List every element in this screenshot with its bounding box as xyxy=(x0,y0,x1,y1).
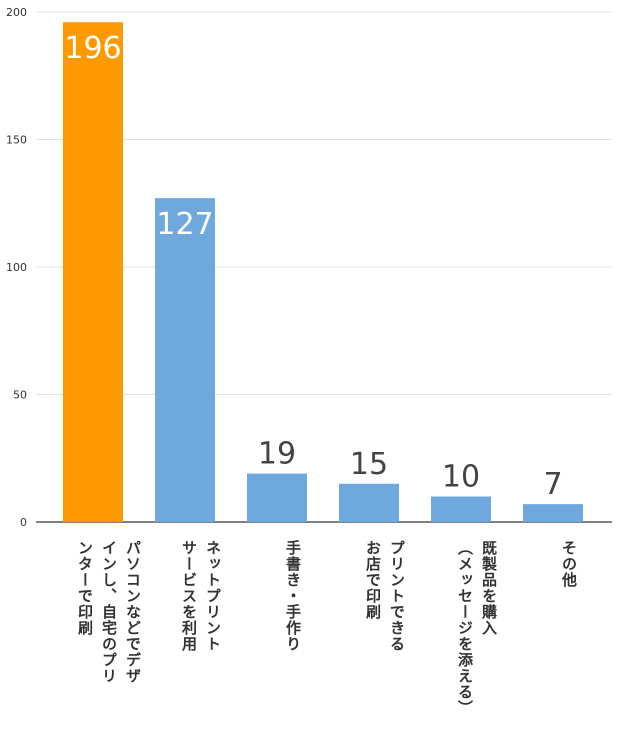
bar xyxy=(431,496,491,522)
x-tick-label: パソコンなどでデザ インし、自宅のプリ ンターで印刷 xyxy=(76,540,142,684)
data-label: 15 xyxy=(350,447,388,482)
bar xyxy=(155,198,215,522)
x-tick-label: 手書き・手作り xyxy=(284,540,302,652)
data-label: 7 xyxy=(543,467,562,502)
y-tick-label: 150 xyxy=(6,134,27,147)
y-tick-label: 200 xyxy=(6,6,27,19)
bar xyxy=(339,483,399,522)
data-label: 196 xyxy=(64,31,121,66)
x-tick-label: 既製品を購入 （メッセージを添える） xyxy=(456,540,498,716)
x-tick-label: ネットプリント サービスを利用 xyxy=(180,540,222,652)
x-tick-label: その他 xyxy=(560,540,578,588)
y-tick-label: 100 xyxy=(6,261,27,274)
data-label: 10 xyxy=(442,460,480,495)
x-tick-label: プリントできる お店で印刷 xyxy=(364,540,406,652)
data-label: 127 xyxy=(156,207,213,242)
data-label: 19 xyxy=(258,437,296,472)
y-tick-label: 50 xyxy=(13,389,27,402)
bar xyxy=(247,473,307,522)
bar xyxy=(63,22,123,522)
bar xyxy=(523,504,583,522)
y-tick-label: 0 xyxy=(20,516,27,529)
